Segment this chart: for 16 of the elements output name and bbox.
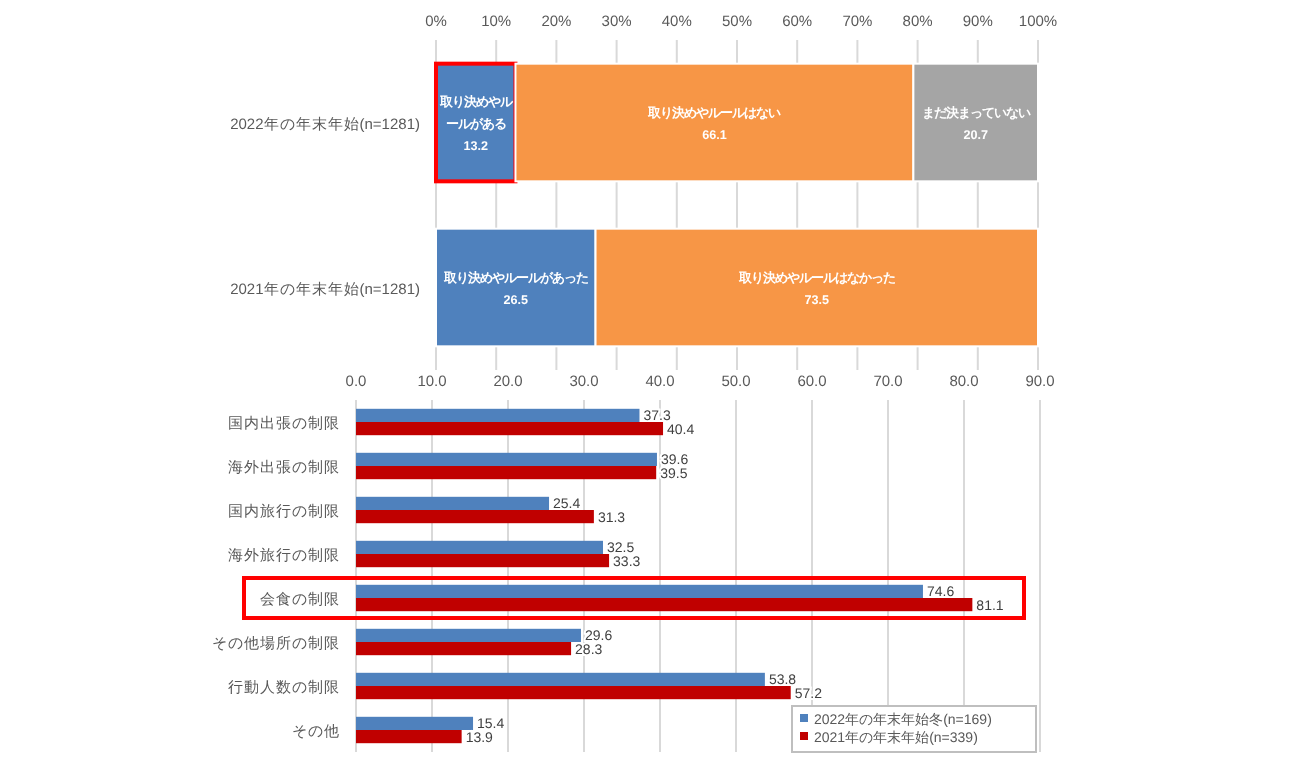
bar bbox=[356, 686, 791, 700]
bar bbox=[356, 422, 664, 436]
bar bbox=[356, 598, 973, 612]
bar bbox=[356, 628, 581, 642]
bar bbox=[356, 642, 572, 656]
bar bbox=[356, 496, 550, 510]
bar bbox=[356, 510, 594, 524]
bar bbox=[356, 540, 603, 554]
bar bbox=[356, 466, 657, 480]
bar bbox=[356, 672, 765, 686]
bar bbox=[356, 730, 462, 744]
bar bbox=[356, 716, 474, 730]
bar bbox=[356, 584, 923, 598]
bar bbox=[356, 554, 610, 568]
bar bbox=[356, 408, 640, 422]
bar bbox=[356, 452, 657, 466]
